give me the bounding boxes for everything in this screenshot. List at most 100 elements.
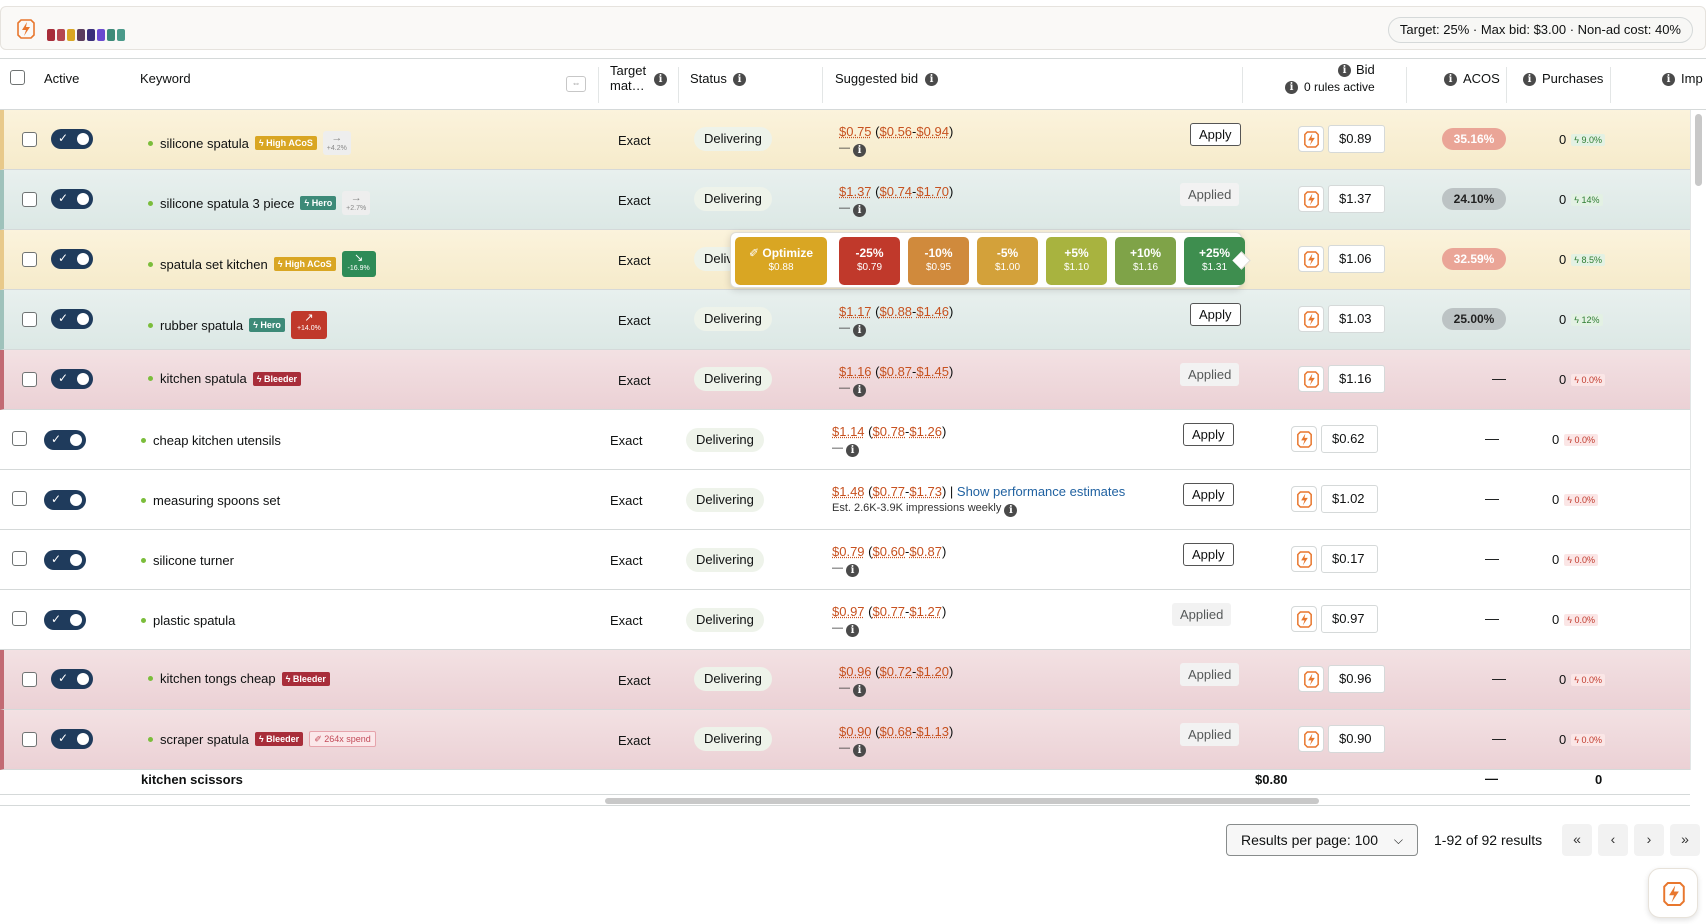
- suggested-bid-low[interactable]: $0.56: [879, 124, 913, 139]
- col-acos[interactable]: ACOS: [1463, 71, 1500, 86]
- bolt-logo-icon[interactable]: [17, 19, 35, 39]
- suggested-bid-high[interactable]: $1.27: [909, 604, 942, 619]
- next-page-button[interactable]: ›: [1634, 824, 1664, 856]
- estimate-info-icon[interactable]: i: [853, 744, 867, 757]
- bid-input[interactable]: $1.03: [1328, 305, 1385, 333]
- row-checkbox[interactable]: [22, 732, 37, 747]
- row-checkbox[interactable]: [12, 431, 27, 446]
- bid-info-icon[interactable]: i: [1338, 64, 1351, 77]
- suggested-bid-high[interactable]: $1.46: [916, 304, 949, 319]
- row-checkbox[interactable]: [22, 192, 37, 207]
- bid-adjust-button[interactable]: -25% $0.79: [839, 237, 900, 285]
- bid-adjust-button[interactable]: +10% $1.16: [1115, 237, 1176, 285]
- keyword-text[interactable]: spatula set kitchen: [160, 256, 268, 272]
- keyword-text[interactable]: cheap kitchen utensils: [153, 433, 281, 448]
- apply-bid-button[interactable]: Apply: [1190, 303, 1241, 326]
- bid-input[interactable]: $1.37: [1328, 185, 1385, 213]
- suggested-bid-high[interactable]: $1.20: [916, 664, 949, 679]
- suggested-bid-high[interactable]: $1.70: [916, 184, 949, 199]
- bid-optimize-button[interactable]: [1298, 246, 1324, 272]
- suggested-bid-value[interactable]: $0.75: [839, 124, 872, 139]
- bid-optimize-button[interactable]: [1298, 126, 1324, 152]
- bid-input[interactable]: $0.62: [1321, 425, 1378, 453]
- bid-optimize-button[interactable]: [1298, 306, 1324, 332]
- keyword-text[interactable]: silicone spatula: [160, 135, 249, 151]
- keyword-text[interactable]: kitchen tongs cheap: [160, 671, 276, 686]
- keyword-text[interactable]: scraper spatula: [160, 731, 249, 747]
- active-toggle[interactable]: ✓: [51, 369, 93, 389]
- active-toggle[interactable]: ✓: [51, 669, 93, 689]
- suggested-bid-value[interactable]: $0.96: [839, 664, 872, 679]
- active-toggle[interactable]: ✓: [44, 490, 86, 510]
- suggested-bid-low[interactable]: $0.88: [879, 304, 913, 319]
- acos-info-icon[interactable]: i: [1444, 73, 1457, 86]
- row-checkbox[interactable]: [22, 672, 37, 687]
- bid-optimize-button[interactable]: [1298, 666, 1324, 692]
- col-active[interactable]: Active: [44, 71, 80, 86]
- suggested-bid-value[interactable]: $1.17: [839, 304, 872, 319]
- row-checkbox[interactable]: [12, 551, 27, 566]
- select-all-checkbox[interactable]: [10, 70, 25, 85]
- active-toggle[interactable]: ✓: [51, 729, 93, 749]
- apply-bid-button[interactable]: Apply: [1183, 423, 1234, 446]
- suggested-bid-high[interactable]: $1.26: [909, 424, 942, 439]
- rules-active-count[interactable]: 0 rules active: [1304, 80, 1375, 94]
- suggested-bid-value[interactable]: $1.16: [839, 364, 872, 379]
- bid-input[interactable]: $0.90: [1328, 725, 1385, 753]
- performance-estimates-link[interactable]: Show performance estimates: [956, 484, 1126, 499]
- suggested-bid-low[interactable]: $0.74: [879, 184, 913, 199]
- optimize-button[interactable]: ✐ Optimize $0.88: [735, 237, 827, 285]
- bid-input[interactable]: $1.02: [1321, 485, 1378, 513]
- suggested-bid-low[interactable]: $0.77: [872, 604, 906, 619]
- suggested-bid-high[interactable]: $0.87: [909, 544, 942, 559]
- suggested-bid-value[interactable]: $0.90: [839, 724, 872, 739]
- keyword-text[interactable]: rubber spatula: [160, 317, 244, 333]
- suggested-bid-low[interactable]: $0.87: [879, 364, 913, 379]
- resize-column-icon[interactable]: ⇔: [566, 76, 586, 92]
- suggested-bid-low[interactable]: $0.68: [879, 724, 913, 739]
- prev-page-button[interactable]: ‹: [1598, 824, 1628, 856]
- bid-input[interactable]: $1.06: [1328, 245, 1385, 273]
- col-target-match[interactable]: Target mat…: [610, 63, 652, 93]
- col-bid[interactable]: Bid: [1356, 62, 1375, 77]
- keyword-text[interactable]: silicone turner: [153, 553, 234, 568]
- suggested-bid-low[interactable]: $0.60: [872, 544, 906, 559]
- apply-bid-button[interactable]: Apply: [1183, 543, 1234, 566]
- col-purchases[interactable]: Purchases: [1542, 71, 1604, 86]
- purchases-info-icon[interactable]: i: [1523, 73, 1536, 86]
- bid-optimize-button[interactable]: [1291, 546, 1317, 572]
- active-toggle[interactable]: ✓: [51, 189, 93, 209]
- suggested-bid-high[interactable]: $1.13: [916, 724, 949, 739]
- col-status[interactable]: Status: [690, 71, 727, 86]
- estimate-info-icon[interactable]: i: [853, 204, 867, 217]
- vertical-scrollbar[interactable]: [1690, 110, 1706, 770]
- bid-input[interactable]: $0.97: [1321, 605, 1378, 633]
- row-checkbox[interactable]: [12, 611, 27, 626]
- impressions-info-icon[interactable]: i: [1662, 73, 1675, 86]
- active-toggle[interactable]: ✓: [51, 309, 93, 329]
- active-toggle[interactable]: ✓: [44, 550, 86, 570]
- bid-optimize-button[interactable]: [1298, 186, 1324, 212]
- suggested-bid-value[interactable]: $0.79: [832, 544, 865, 559]
- row-checkbox[interactable]: [12, 491, 27, 506]
- keyword-text[interactable]: measuring spoons set: [153, 493, 281, 508]
- target-summary[interactable]: Target: 25% · Max bid: $3.00 · Non-ad co…: [1387, 17, 1693, 43]
- estimate-info-icon[interactable]: i: [853, 324, 867, 337]
- apply-bid-button[interactable]: Apply: [1183, 483, 1234, 506]
- suggested-bid-value[interactable]: $1.14: [832, 424, 865, 439]
- row-checkbox[interactable]: [22, 372, 37, 387]
- active-toggle[interactable]: ✓: [44, 610, 86, 630]
- keyword-text[interactable]: silicone spatula 3 piece: [160, 195, 295, 211]
- suggested-bid-high[interactable]: $0.94: [916, 124, 949, 139]
- bid-optimize-button[interactable]: [1298, 726, 1324, 752]
- results-per-page-select[interactable]: Results per page: 100 ⌵: [1226, 824, 1418, 856]
- suggested-bid-value[interactable]: $1.37: [839, 184, 872, 199]
- active-toggle[interactable]: ✓: [51, 129, 93, 149]
- suggested-bid-value[interactable]: $1.48: [832, 484, 865, 499]
- keyword-text[interactable]: kitchen spatula: [160, 371, 247, 386]
- horizontal-scrollbar[interactable]: [0, 794, 1690, 806]
- estimate-info-icon[interactable]: i: [853, 384, 867, 397]
- suggested-bid-low[interactable]: $0.72: [879, 664, 913, 679]
- col-keyword[interactable]: Keyword: [140, 71, 191, 86]
- status-info-icon[interactable]: i: [733, 73, 746, 86]
